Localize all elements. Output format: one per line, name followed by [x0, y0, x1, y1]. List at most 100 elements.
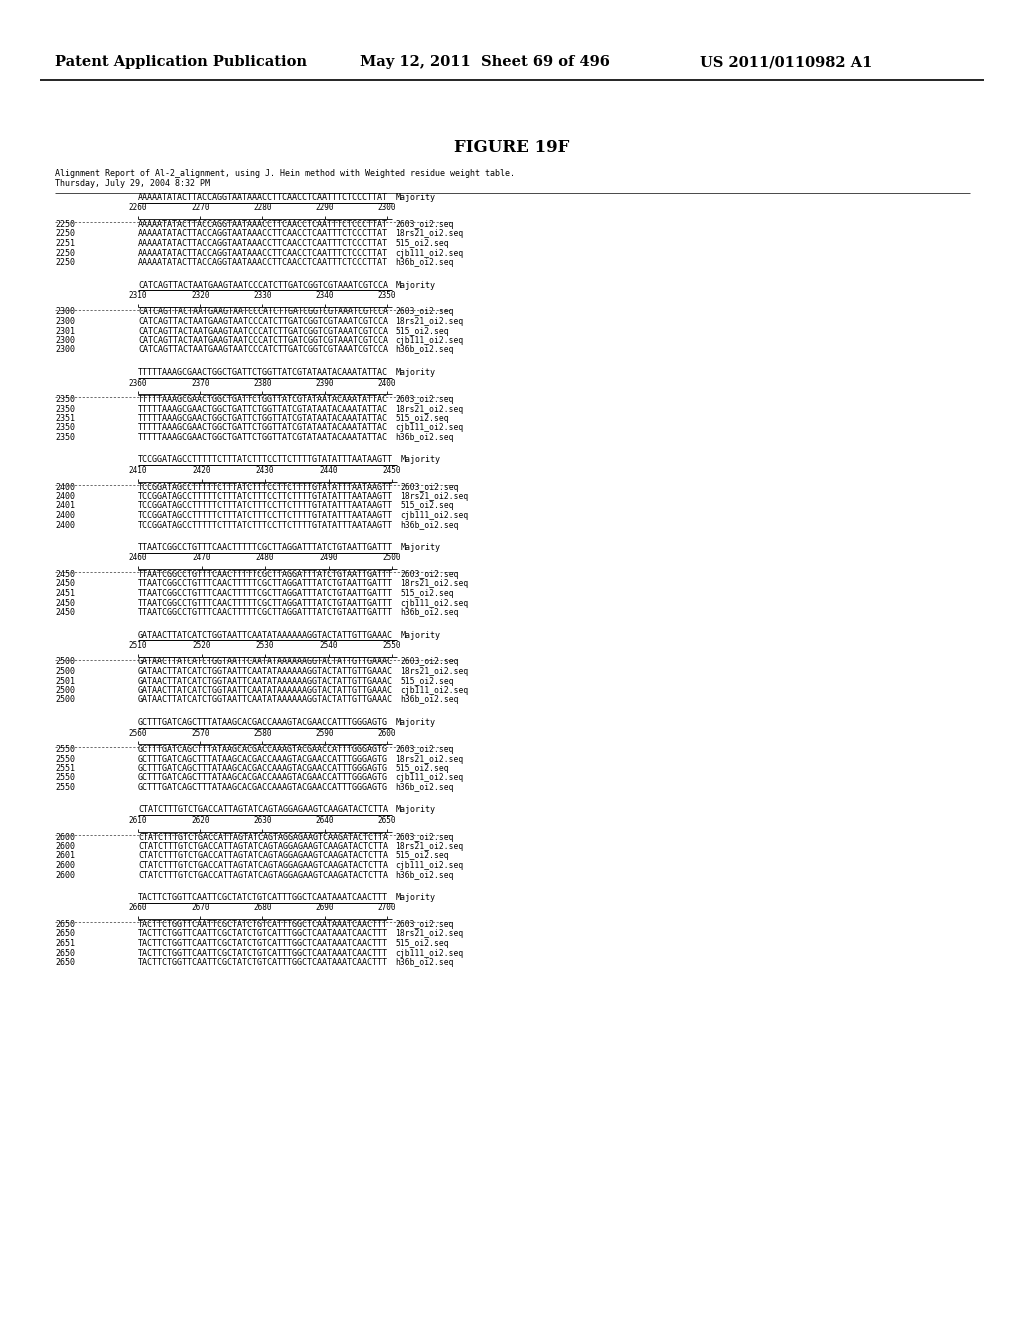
Text: 18rs21_oi2.seq: 18rs21_oi2.seq — [400, 492, 468, 502]
Text: 2603_oi2.seq: 2603_oi2.seq — [400, 657, 459, 667]
Text: AAAAATATACTTACCAGGTAATAAACCTTCAACCTCAATTTCTCCCTTAT: AAAAATATACTTACCAGGTAATAAACCTTCAACCTCAATT… — [138, 248, 388, 257]
Text: 2340: 2340 — [315, 290, 334, 300]
Text: h36b_oi2.seq: h36b_oi2.seq — [395, 346, 454, 355]
Text: TTAATCGGCCTGTTTCAACTTTTTCGCTTAGGATTTATCTGTAATTGATTT: TTAATCGGCCTGTTTCAACTTTTTCGCTTAGGATTTATCT… — [138, 589, 393, 598]
Text: 18rs21_oi2.seq: 18rs21_oi2.seq — [395, 404, 463, 413]
Text: 2680: 2680 — [253, 903, 271, 912]
Text: 2603_oi2.seq: 2603_oi2.seq — [400, 570, 459, 579]
Text: 2280: 2280 — [253, 203, 271, 213]
Text: 18rs21_oi2.seq: 18rs21_oi2.seq — [395, 230, 463, 239]
Text: 2650: 2650 — [55, 958, 75, 968]
Text: 515_oi2.seq: 515_oi2.seq — [395, 851, 449, 861]
Text: TACTTCTGGTTCAATTCGCTATCTGTCATTTGGCTCAATAAATCAACTTT: TACTTCTGGTTCAATTCGCTATCTGTCATTTGGCTCAATA… — [138, 894, 388, 902]
Text: Thursday, July 29, 2004 8:32 PM: Thursday, July 29, 2004 8:32 PM — [55, 180, 210, 189]
Text: CTATCTTTGTCTGACCATTAGTATCAGTAGGAGAAGTCAAGATACTCTTA: CTATCTTTGTCTGACCATTAGTATCAGTAGGAGAAGTCAA… — [138, 842, 388, 851]
Text: CTATCTTTGTCTGACCATTAGTATCAGTAGGAGAAGTCAAGATACTCTTA: CTATCTTTGTCTGACCATTAGTATCAGTAGGAGAAGTCAA… — [138, 851, 388, 861]
Text: Majority: Majority — [396, 193, 436, 202]
Text: 2700: 2700 — [378, 903, 396, 912]
Text: 2450: 2450 — [383, 466, 401, 475]
Text: 2603_oi2.seq: 2603_oi2.seq — [395, 308, 454, 317]
Text: 2603_oi2.seq: 2603_oi2.seq — [395, 395, 454, 404]
Text: 2530: 2530 — [256, 642, 274, 649]
Text: TTAATCGGCCTGTTTCAACTTTTTCGCTTAGGATTTATCTGTAATTGATTT: TTAATCGGCCTGTTTCAACTTTTTCGCTTAGGATTTATCT… — [138, 570, 393, 579]
Text: 2603_oi2.seq: 2603_oi2.seq — [395, 920, 454, 929]
Text: TTTTTAAAGCGAACTGGCTGATTCTGGTTATCGTATAATACAAATATTAC: TTTTTAAAGCGAACTGGCTGATTCTGGTTATCGTATAATA… — [138, 404, 388, 413]
Text: GCTTTGATCAGCTTTATAAGCACGACCAAAGTACGAACCATTTGGGAGTG: GCTTTGATCAGCTTTATAAGCACGACCAAAGTACGAACCA… — [138, 744, 388, 754]
Text: h36b_oi2.seq: h36b_oi2.seq — [395, 870, 454, 879]
Text: 2560: 2560 — [129, 729, 147, 738]
Text: 2540: 2540 — [319, 642, 338, 649]
Text: AAAAATATACTTACCAGGTAATAAACCTTCAACCTCAATTTCTCCCTTAT: AAAAATATACTTACCAGGTAATAAACCTTCAACCTCAATT… — [138, 239, 388, 248]
Text: 2400: 2400 — [55, 483, 75, 491]
Text: 2360: 2360 — [129, 379, 147, 388]
Text: TACTTCTGGTTCAATTCGCTATCTGTCATTTGGCTCAATAAATCAACTTT: TACTTCTGGTTCAATTCGCTATCTGTCATTTGGCTCAATA… — [138, 920, 388, 929]
Text: 2270: 2270 — [191, 203, 210, 213]
Text: 2370: 2370 — [191, 379, 210, 388]
Text: CTATCTTTGTCTGACCATTAGTATCAGTAGGAGAAGTCAAGATACTCTTA: CTATCTTTGTCTGACCATTAGTATCAGTAGGAGAAGTCAA… — [138, 805, 388, 814]
Text: 2510: 2510 — [129, 642, 147, 649]
Text: 2490: 2490 — [319, 553, 338, 562]
Text: TACTTCTGGTTCAATTCGCTATCTGTCATTTGGCTCAATAAATCAACTTT: TACTTCTGGTTCAATTCGCTATCTGTCATTTGGCTCAATA… — [138, 929, 388, 939]
Text: 515_oi2.seq: 515_oi2.seq — [395, 414, 449, 422]
Text: 2600: 2600 — [55, 861, 75, 870]
Text: 2330: 2330 — [253, 290, 271, 300]
Text: 2690: 2690 — [315, 903, 334, 912]
Text: 2450: 2450 — [55, 598, 75, 607]
Text: GATAACTTATCATCTGGTAATTCAATATAAAAAAGGTACTATTGTTGAAAC: GATAACTTATCATCTGGTAATTCAATATAAAAAAGGTACT… — [138, 696, 393, 705]
Text: 2350: 2350 — [55, 433, 75, 442]
Text: h36b_oi2.seq: h36b_oi2.seq — [400, 696, 459, 705]
Text: 2350: 2350 — [378, 290, 396, 300]
Text: 2600: 2600 — [378, 729, 396, 738]
Text: 2300: 2300 — [55, 308, 75, 317]
Text: 2250: 2250 — [55, 230, 75, 239]
Text: 515_oi2.seq: 515_oi2.seq — [400, 589, 454, 598]
Text: 2410: 2410 — [129, 466, 147, 475]
Text: TTTTTAAAGCGAACTGGCTGATTCTGGTTATCGTATAATACAAATATTAC: TTTTTAAAGCGAACTGGCTGATTCTGGTTATCGTATAATA… — [138, 395, 388, 404]
Text: 2390: 2390 — [315, 379, 334, 388]
Text: h36b_oi2.seq: h36b_oi2.seq — [395, 257, 454, 267]
Text: 2650: 2650 — [55, 949, 75, 957]
Text: May 12, 2011  Sheet 69 of 496: May 12, 2011 Sheet 69 of 496 — [360, 55, 610, 69]
Text: 2400: 2400 — [55, 492, 75, 502]
Text: GCTTTGATCAGCTTTATAAGCACGACCAAAGTACGAACCATTTGGGAGTG: GCTTTGATCAGCTTTATAAGCACGACCAAAGTACGAACCA… — [138, 783, 388, 792]
Text: CATCAGTTACTAATGAAGTAATCCCATCTTGATCGGTCGTAAATCGTCCA: CATCAGTTACTAATGAAGTAATCCCATCTTGATCGGTCGT… — [138, 326, 388, 335]
Text: TTTTTAAAGCGAACTGGCTGATTCTGGTTATCGTATAATACAAATATTAC: TTTTTAAAGCGAACTGGCTGATTCTGGTTATCGTATAATA… — [138, 433, 388, 442]
Text: TCCGGATAGCCTTTTTCTTTATCTTTCCTTCTTTTGTATATTTAATAAGTT: TCCGGATAGCCTTTTTCTTTATCTTTCCTTCTTTTGTATA… — [138, 455, 393, 465]
Text: TCCGGATAGCCTTTTTCTTTATCTTTCCTTCTTTTGTATATTTAATAAGTT: TCCGGATAGCCTTTTTCTTTATCTTTCCTTCTTTTGTATA… — [138, 492, 393, 502]
Text: 2301: 2301 — [55, 326, 75, 335]
Text: GCTTTGATCAGCTTTATAAGCACGACCAAAGTACGAACCATTTGGGAGTG: GCTTTGATCAGCTTTATAAGCACGACCAAAGTACGAACCA… — [138, 774, 388, 783]
Text: Majority: Majority — [396, 805, 436, 814]
Text: TACTTCTGGTTCAATTCGCTATCTGTCATTTGGCTCAATAAATCAACTTT: TACTTCTGGTTCAATTCGCTATCTGTCATTTGGCTCAATA… — [138, 958, 388, 968]
Text: AAAAATATACTTACCAGGTAATAAACCTTCAACCTCAATTTCTCCCTTAT: AAAAATATACTTACCAGGTAATAAACCTTCAACCTCAATT… — [138, 257, 388, 267]
Text: cjb111_oi2.seq: cjb111_oi2.seq — [395, 861, 463, 870]
Text: 2300: 2300 — [55, 337, 75, 345]
Text: CATCAGTTACTAATGAAGTAATCCCATCTTGATCGGTCGTAAATCGTCCA: CATCAGTTACTAATGAAGTAATCCCATCTTGATCGGTCGT… — [138, 308, 388, 317]
Text: h36b_oi2.seq: h36b_oi2.seq — [395, 958, 454, 968]
Text: 2450: 2450 — [55, 570, 75, 579]
Text: 2500: 2500 — [55, 686, 75, 696]
Text: GCTTTGATCAGCTTTATAAGCACGACCAAAGTACGAACCATTTGGGAGTG: GCTTTGATCAGCTTTATAAGCACGACCAAAGTACGAACCA… — [138, 718, 388, 727]
Text: AAAAATATACTTACCAGGTAATAAACCTTCAACCTCAATTTCTCCCTTAT: AAAAATATACTTACCAGGTAATAAACCTTCAACCTCAATT… — [138, 220, 388, 228]
Text: 2603_oi2.seq: 2603_oi2.seq — [395, 833, 454, 842]
Text: 2470: 2470 — [193, 553, 211, 562]
Text: TCCGGATAGCCTTTTTCTTTATCTTTCCTTCTTTTGTATATTTAATAAGTT: TCCGGATAGCCTTTTTCTTTATCTTTCCTTCTTTTGTATA… — [138, 511, 393, 520]
Text: Majority: Majority — [401, 543, 441, 552]
Text: AAAAATATACTTACCAGGTAATAAACCTTCAACCTCAATTTCTCCCTTAT: AAAAATATACTTACCAGGTAATAAACCTTCAACCTCAATT… — [138, 230, 388, 239]
Text: 515_oi2.seq: 515_oi2.seq — [395, 326, 449, 335]
Text: TTAATCGGCCTGTTTCAACTTTTTCGCTTAGGATTTATCTGTAATTGATTT: TTAATCGGCCTGTTTCAACTTTTTCGCTTAGGATTTATCT… — [138, 543, 393, 552]
Text: 2450: 2450 — [55, 579, 75, 589]
Text: 2310: 2310 — [129, 290, 147, 300]
Text: 2501: 2501 — [55, 676, 75, 685]
Text: 2650: 2650 — [55, 920, 75, 929]
Text: 2500: 2500 — [55, 696, 75, 705]
Text: 2550: 2550 — [383, 642, 401, 649]
Text: CTATCTTTGTCTGACCATTAGTATCAGTAGGAGAAGTCAAGATACTCTTA: CTATCTTTGTCTGACCATTAGTATCAGTAGGAGAAGTCAA… — [138, 833, 388, 842]
Text: 2250: 2250 — [55, 248, 75, 257]
Text: 2600: 2600 — [55, 833, 75, 842]
Text: 2480: 2480 — [256, 553, 274, 562]
Text: TTAATCGGCCTGTTTCAACTTTTTCGCTTAGGATTTATCTGTAATTGATTT: TTAATCGGCCTGTTTCAACTTTTTCGCTTAGGATTTATCT… — [138, 609, 393, 616]
Text: Majority: Majority — [396, 281, 436, 289]
Text: 2351: 2351 — [55, 414, 75, 422]
Text: TCCGGATAGCCTTTTTCTTTATCTTTCCTTCTTTTGTATATTTAATAAGTT: TCCGGATAGCCTTTTTCTTTATCTTTCCTTCTTTTGTATA… — [138, 483, 393, 491]
Text: 2440: 2440 — [319, 466, 338, 475]
